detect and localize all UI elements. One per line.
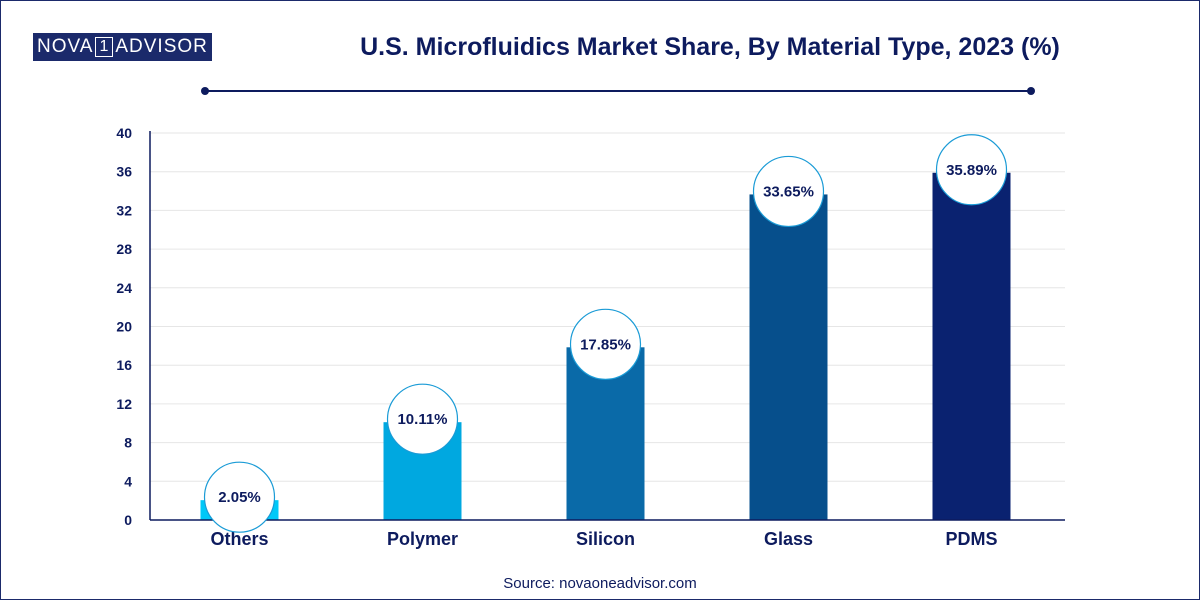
data-label-bubble [203,461,276,533]
y-tick-label: 12 [116,396,132,412]
data-label: 17.85% [580,336,631,353]
y-tick-label: 4 [124,473,132,489]
y-tick-label: 24 [116,280,132,296]
data-label: 10.11% [397,411,447,428]
data-label-bubble [752,155,825,228]
title-divider [201,87,1035,95]
data-label-bubble [569,308,642,380]
y-tick-label: 0 [124,512,132,528]
data-label-bubble [386,383,459,455]
y-tick-label: 28 [116,241,132,257]
logo-text-left: NOVA [37,36,94,57]
bar [749,194,828,520]
data-label: 35.89% [946,162,997,179]
data-label: 2.05% [218,489,261,506]
brand-logo: NOVA 1 ADVISOR [33,33,212,61]
chart-title: U.S. Microfluidics Market Share, By Mate… [360,33,1060,61]
bar [932,172,1011,520]
x-tick-label: Silicon [576,529,635,549]
x-tick-label: PDMS [945,529,997,549]
source-note: Source: novaoneadvisor.com [503,575,697,592]
y-tick-label: 8 [124,435,132,451]
y-tick-label: 36 [116,164,132,180]
axis-layer: 0 4 8 12 16 20 24 28 32 36 40 Others Polymer Silicon G… [116,125,1065,549]
x-tick-label: Glass [764,529,813,549]
x-tick-label: Polymer [387,529,458,549]
x-tick-label: Others [210,529,268,549]
logo-text-right: ADVISOR [115,36,208,57]
y-tick-label: 32 [116,202,132,218]
y-tick-label: 20 [116,319,132,335]
y-tick-label: 16 [116,357,132,373]
y-tick-label: 40 [116,125,132,141]
logo-text-mid: 1 [95,37,114,57]
data-label-bubble [935,134,1008,206]
labels-layer: 2.05% 10.11% 17.85% 33.65% 35.89% [203,134,1008,533]
data-label: 33.65% [763,183,814,200]
